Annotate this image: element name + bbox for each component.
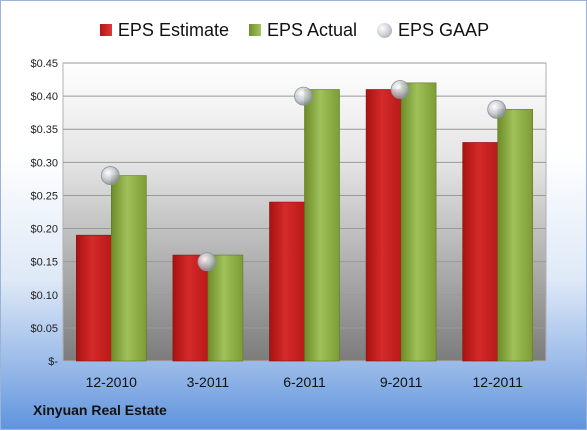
x-tick-label: 12-2010 (86, 374, 138, 390)
x-tick-label: 3-2011 (187, 374, 230, 390)
y-tick-label: $0.20 (30, 224, 58, 236)
legend-item-eps-actual: EPS Actual (248, 19, 358, 41)
y-tick-label: $0.30 (30, 157, 58, 169)
y-tick-label: $0.10 (30, 290, 58, 302)
x-tick-label: 12-2011 (473, 374, 524, 390)
x-tick-label: 6-2011 (283, 374, 326, 390)
legend-swatch-eps-actual (248, 24, 261, 36)
bar-eps-estimate (462, 142, 499, 362)
y-tick-label: $0.45 (30, 58, 58, 70)
x-tick-label: 9-2011 (380, 374, 423, 390)
legend-label-eps-gaap: EPS GAAP (398, 19, 490, 40)
bar-eps-actual (400, 82, 437, 362)
y-tick-label: $0.35 (30, 124, 58, 136)
bar-eps-estimate (172, 254, 209, 362)
legend-item-eps-estimate: EPS Estimate (99, 19, 229, 41)
bar-eps-estimate (365, 89, 402, 362)
legend-swatch-eps-estimate (99, 24, 112, 36)
y-tick-label: $0.15 (30, 257, 58, 269)
legend-label-eps-estimate: EPS Estimate (117, 19, 229, 40)
y-tick-label: $0.25 (30, 190, 58, 202)
legend-label-eps-actual: EPS Actual (266, 19, 358, 40)
bar-eps-actual (497, 109, 534, 362)
company-name: Xinyuan Real Estate (33, 402, 167, 418)
y-tick-label: $- (48, 356, 58, 368)
marker-eps-gaap (487, 99, 507, 119)
legend-swatch-eps-gaap (377, 22, 393, 38)
marker-eps-gaap (100, 166, 120, 185)
y-tick-label: $0.05 (30, 323, 58, 335)
marker-eps-gaap (390, 80, 410, 99)
bar-eps-estimate (269, 201, 305, 362)
marker-eps-gaap (294, 86, 313, 106)
legend-item-eps-gaap: EPS GAAP (377, 20, 489, 41)
chart-legend: EPS Estimate EPS Actual EPS GAAP (1, 15, 587, 45)
bar-eps-actual (304, 89, 340, 362)
bar-eps-actual (207, 254, 244, 362)
y-tick-label: $0.40 (30, 91, 58, 103)
bar-eps-estimate (76, 234, 112, 362)
marker-eps-gaap (197, 252, 217, 272)
bar-eps-actual (111, 175, 147, 362)
